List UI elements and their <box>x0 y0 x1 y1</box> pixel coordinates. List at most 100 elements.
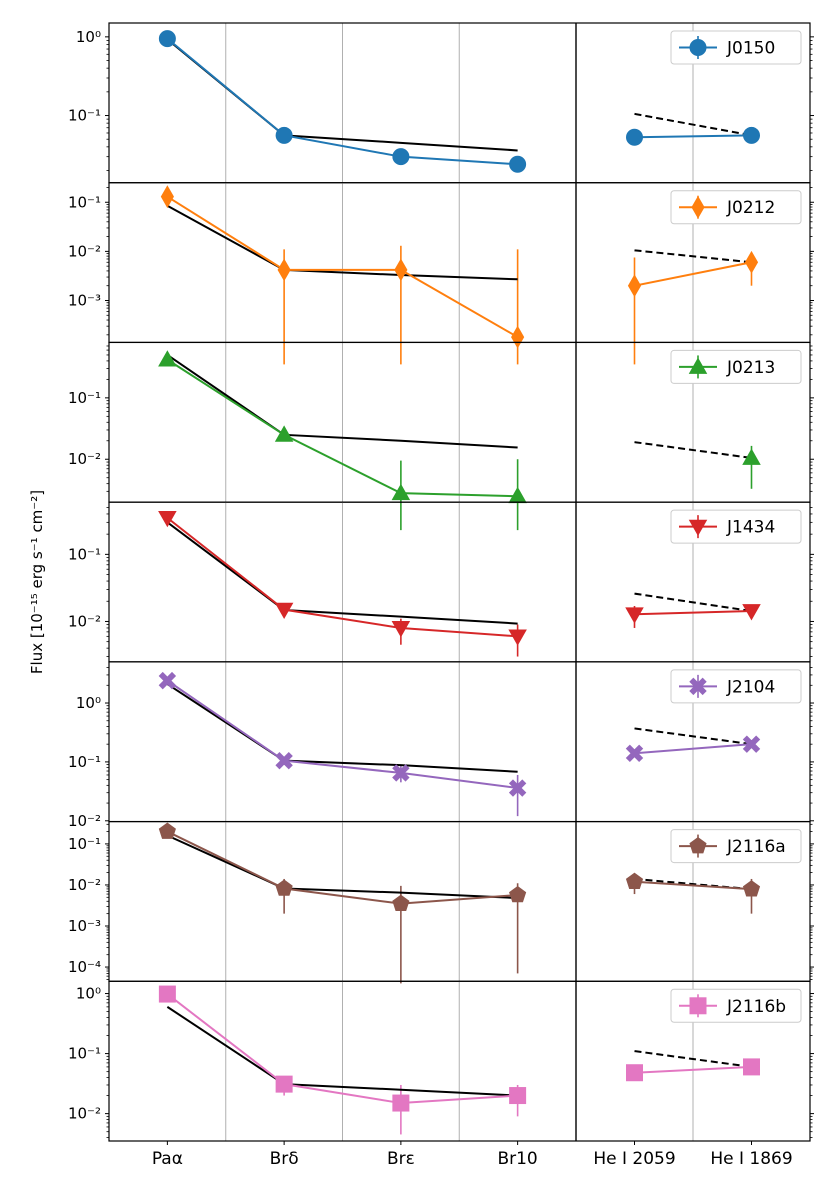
series-line <box>166 993 518 1105</box>
helium-model-line <box>634 249 752 264</box>
legend-label: J0150 <box>726 39 775 59</box>
y-tick-label: 10⁻¹ <box>68 753 101 771</box>
legend-box <box>670 829 802 864</box>
data-point <box>160 185 174 209</box>
series-line <box>166 679 518 790</box>
y-tick-label: 10⁻¹ <box>68 193 101 211</box>
helium-series-line <box>634 134 752 139</box>
helium-data-point <box>743 126 760 144</box>
data-point <box>508 629 527 646</box>
helium-model-line <box>634 112 752 137</box>
helium-model-line <box>634 1050 752 1068</box>
data-point <box>274 425 294 442</box>
legend-label: J1434 <box>726 518 775 538</box>
helium-model-line <box>634 441 752 459</box>
panel-j2104: 10⁰ 10⁻¹ 10⁻² J2104 <box>68 661 814 830</box>
x-tick-label-helium: He I 1869 <box>710 1149 792 1169</box>
data-point <box>158 30 176 48</box>
y-tick-label: 10⁻² <box>68 876 101 894</box>
data-point <box>394 258 408 282</box>
legend: J2116a <box>670 829 802 864</box>
legend-box <box>670 669 802 704</box>
legend: J0212 <box>670 190 802 225</box>
y-tick-label: 10⁻² <box>68 450 101 468</box>
x-tick-label: Brε <box>387 1149 415 1169</box>
y-tick-label: 10⁻⁴ <box>68 958 101 976</box>
panel-j2116a: 10⁻¹ 10⁻² 10⁻³ 10⁻⁴ J2116a <box>68 820 814 984</box>
legend: J2104 <box>670 669 802 704</box>
legend: J2116b <box>670 988 802 1023</box>
model-line <box>166 834 518 900</box>
y-tick-label: 10⁻³ <box>68 917 101 935</box>
legend-marker <box>688 357 708 374</box>
x-tick-label: Br10 <box>497 1149 537 1169</box>
legend-marker <box>689 997 707 1015</box>
helium-model-line <box>634 592 752 613</box>
helium-data-point <box>742 735 761 753</box>
legend-marker <box>689 39 707 56</box>
legend-box <box>670 349 802 384</box>
legend-box <box>670 30 802 65</box>
data-point <box>274 602 294 620</box>
data-point <box>275 126 293 144</box>
series-line <box>166 517 518 638</box>
helium-data-point <box>625 872 644 889</box>
data-point <box>158 350 177 367</box>
legend-label: J2104 <box>726 677 775 697</box>
x-tick-label-helium: He I 2059 <box>593 1149 675 1169</box>
helium-data-point <box>742 880 761 897</box>
panel-j0212: 10⁻¹ 10⁻² 10⁻³ J0212 <box>68 182 814 365</box>
series-line <box>166 358 518 498</box>
data-point <box>392 894 410 911</box>
legend-label: J0212 <box>726 198 775 218</box>
series-line <box>166 830 518 905</box>
helium-model-line <box>634 877 752 891</box>
y-tick-label: 10⁻² <box>68 612 101 630</box>
helium-data-point <box>743 1058 760 1076</box>
data-point <box>392 764 410 782</box>
model-line <box>166 521 518 625</box>
legend-label: J2116a <box>726 837 786 857</box>
legend-marker <box>689 677 707 696</box>
legend-box <box>670 509 802 544</box>
helium-series-line <box>634 880 752 891</box>
data-point <box>158 822 176 839</box>
data-point <box>392 1094 410 1112</box>
y-tick-label: 10⁻¹ <box>68 1045 101 1063</box>
panel-frame <box>108 980 811 1142</box>
data-point <box>392 148 410 166</box>
y-tick-label: 10⁻² <box>68 242 101 260</box>
model-line <box>166 683 518 773</box>
data-point <box>391 483 411 501</box>
data-point <box>275 879 293 896</box>
x-tick-label: Paα <box>152 1149 183 1169</box>
y-tick-label: 10⁻² <box>68 812 101 830</box>
legend-label: J0213 <box>726 358 775 378</box>
x-tick-label: Brδ <box>270 1149 299 1169</box>
helium-series-line <box>634 1065 752 1074</box>
legend-marker <box>691 195 705 219</box>
y-tick-label: 10⁻¹ <box>68 389 101 407</box>
data-point <box>509 155 527 173</box>
data-point <box>275 1075 293 1093</box>
legend: J0150 <box>670 30 802 65</box>
legend-marker <box>689 837 707 854</box>
helium-series-line <box>634 743 752 755</box>
legend-label: J2116b <box>726 997 786 1017</box>
helium-series-line <box>634 261 752 287</box>
data-point <box>158 671 177 690</box>
legend: J0213 <box>670 349 802 384</box>
legend-box <box>670 190 802 225</box>
model-line <box>166 204 518 281</box>
data-point <box>508 779 527 797</box>
y-tick-label: 10⁰ <box>76 985 101 1003</box>
series-line <box>166 195 519 338</box>
y-axis-label: Flux [10⁻¹⁵ erg s⁻¹ cm⁻²] <box>28 490 46 674</box>
data-point <box>277 258 291 282</box>
data-point <box>509 885 527 903</box>
series-line <box>166 37 518 166</box>
y-tick-label: 10⁰ <box>76 694 101 712</box>
helium-data-point <box>627 274 642 298</box>
helium-data-point <box>626 128 643 146</box>
